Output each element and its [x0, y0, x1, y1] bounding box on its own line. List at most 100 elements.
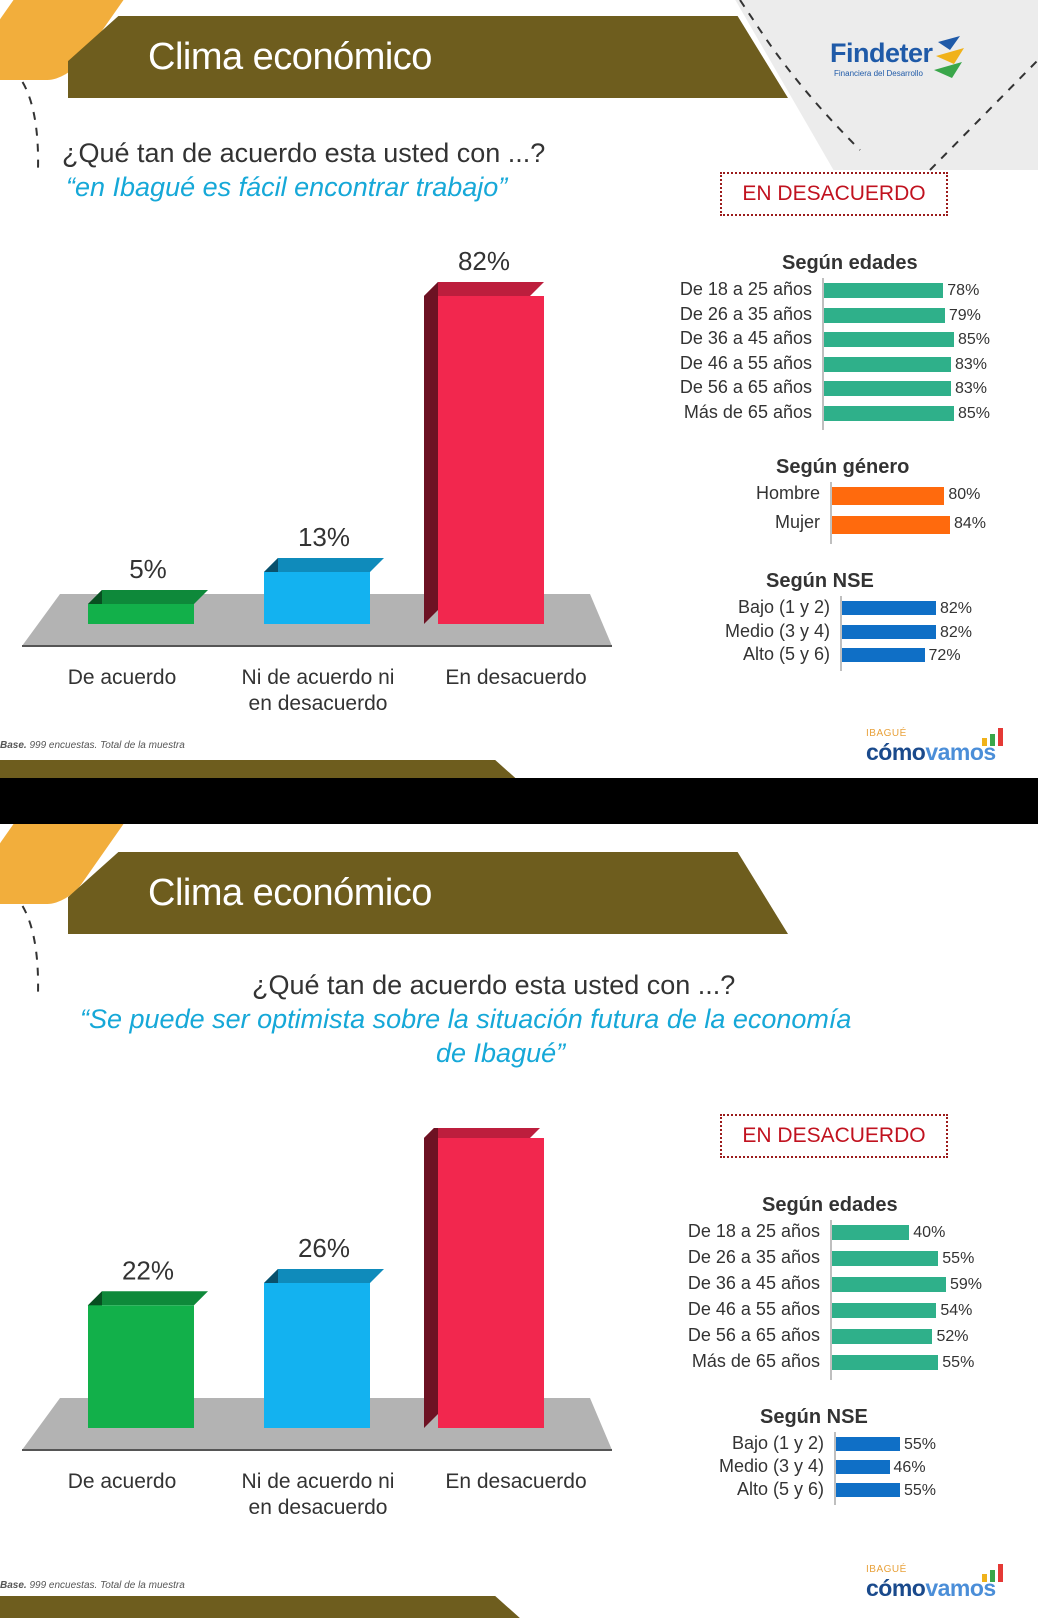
- row-bar: [832, 1277, 946, 1292]
- panel-axis: [834, 1432, 836, 1505]
- bar-face: [438, 1138, 544, 1428]
- row-label: De 18 a 25 años: [679, 279, 812, 299]
- row-value: 55%: [904, 1482, 937, 1499]
- row-value: 54%: [940, 1302, 973, 1319]
- findeter-logo: Findeter Financiera del Desarrollo: [830, 36, 964, 78]
- dashed-decoration: [0, 0, 1038, 171]
- bar-top: [424, 1128, 540, 1138]
- bar-face: [88, 604, 194, 624]
- row-value: 83%: [954, 355, 987, 373]
- row-value: 72%: [928, 647, 961, 664]
- main-bar-chart: 5% De acuerdo 13% Ni de acuerdo ni en desacu…: [22, 246, 612, 715]
- row-label: De 36 a 45 años: [687, 1273, 820, 1293]
- row-label: Hombre: [755, 483, 820, 503]
- row-value: 80%: [948, 486, 981, 503]
- bars-icon: [982, 728, 1003, 746]
- logo-city: IBAGUÉ: [866, 1564, 907, 1575]
- quote-text: “en Ibagué es fácil encontrar trabajo”: [66, 172, 508, 202]
- row-label: De 26 a 35 años: [687, 1247, 820, 1267]
- bar-3: [424, 1128, 544, 1428]
- row-bar: [842, 624, 936, 639]
- category-label: De acuerdo: [68, 1470, 177, 1493]
- bar-top: [264, 1269, 384, 1283]
- bar-side: [424, 1128, 438, 1428]
- row-label: De 26 a 35 años: [679, 303, 812, 324]
- disagree-badge: EN DESACUERDO: [720, 172, 948, 216]
- row-label: Alto (5 y 6): [736, 1479, 824, 1499]
- panel-title: Según NSE: [760, 1406, 868, 1428]
- bar-value-label: 13%: [298, 522, 350, 552]
- row-bar: [836, 1460, 890, 1474]
- bar-1: [88, 590, 208, 624]
- row-value: 78%: [947, 282, 980, 299]
- row-value: 85%: [958, 405, 991, 422]
- row-bar: [824, 406, 954, 421]
- bar-value-label: 22%: [122, 1255, 174, 1285]
- findeter-name: Findeter: [830, 38, 933, 68]
- findeter-mark-icon: [934, 36, 964, 78]
- row-label: De 36 a 45 años: [679, 328, 812, 349]
- row-label: Más de 65 años: [683, 402, 812, 422]
- comovamos-logo: IBAGUÉ cómovamos: [866, 728, 1003, 766]
- row-label: Medio (3 y 4): [718, 1456, 824, 1476]
- row-bar: [832, 1329, 933, 1344]
- row-value: 55%: [904, 1436, 937, 1453]
- bar-2: [264, 1269, 384, 1428]
- page-title: Clima económico: [148, 872, 432, 914]
- row-value: 83%: [954, 380, 987, 398]
- row-bar: [842, 601, 936, 615]
- title-banner: [68, 16, 788, 98]
- panel-axis: [830, 1220, 832, 1380]
- bar-top: [88, 1291, 208, 1306]
- main-bar-chart: 22% De acuerdo 26% Ni de acuerdo ni en desac…: [22, 1128, 612, 1519]
- category-label: Ni de acuerdo ni: [242, 666, 395, 689]
- question-text: ¿Qué tan de acuerdo esta usted con ...?: [62, 138, 546, 168]
- dashed-decoration: [0, 883, 40, 995]
- logo-name: cómovamos: [866, 739, 996, 765]
- bars-icon: [982, 1564, 1003, 1582]
- bar-top: [88, 590, 208, 604]
- row-label: De 18 a 25 años: [687, 1221, 820, 1241]
- row-value: 82%: [940, 600, 973, 617]
- row-label: Mujer: [774, 512, 820, 532]
- row-bar: [832, 1251, 939, 1266]
- row-bar: [842, 648, 925, 662]
- row-bar: [824, 356, 951, 372]
- category-label: en desacuerdo: [249, 692, 388, 715]
- row-bar: [832, 1355, 939, 1370]
- disagree-badge: EN DESACUERDO: [720, 1114, 948, 1158]
- bar-face: [88, 1305, 194, 1428]
- row-value: 55%: [942, 1250, 975, 1267]
- row-bar: [824, 381, 951, 397]
- logo-name: cómovamos: [866, 1575, 996, 1601]
- row-value: 52%: [936, 1328, 969, 1345]
- panel-title: Según edades: [762, 1194, 898, 1216]
- category-label: Ni de acuerdo ni: [242, 1470, 395, 1493]
- bar-face: [264, 1283, 370, 1428]
- panel-axis: [830, 482, 832, 544]
- row-bar: [824, 307, 945, 323]
- row-label: De 46 a 55 años: [679, 352, 812, 373]
- row-bar: [836, 1483, 900, 1497]
- panel-title: Según edades: [782, 252, 918, 274]
- bar-value-label: 82%: [458, 246, 510, 276]
- panel-title: Según género: [776, 456, 910, 478]
- row-value: 40%: [913, 1224, 946, 1241]
- bar-face: [438, 296, 544, 624]
- bar-face: [264, 572, 370, 624]
- row-bar: [824, 332, 954, 348]
- bar-value-label: 5%: [129, 554, 167, 584]
- logo-city: IBAGUÉ: [866, 728, 907, 739]
- row-bar: [832, 1225, 910, 1240]
- row-label: De 56 a 65 años: [679, 377, 812, 398]
- row-label: Más de 65 años: [691, 1351, 820, 1371]
- panel-axis: [822, 278, 824, 430]
- row-value: 82%: [940, 623, 973, 641]
- bar-top: [264, 558, 384, 572]
- comovamos-logo: IBAGUÉ cómovamos: [866, 1564, 1003, 1602]
- row-bar: [832, 1303, 937, 1318]
- panel-title: Según NSE: [766, 570, 874, 592]
- panel-axis: [840, 596, 842, 671]
- row-label: Alto (5 y 6): [742, 644, 830, 664]
- row-label: Bajo (1 y 2): [737, 597, 830, 617]
